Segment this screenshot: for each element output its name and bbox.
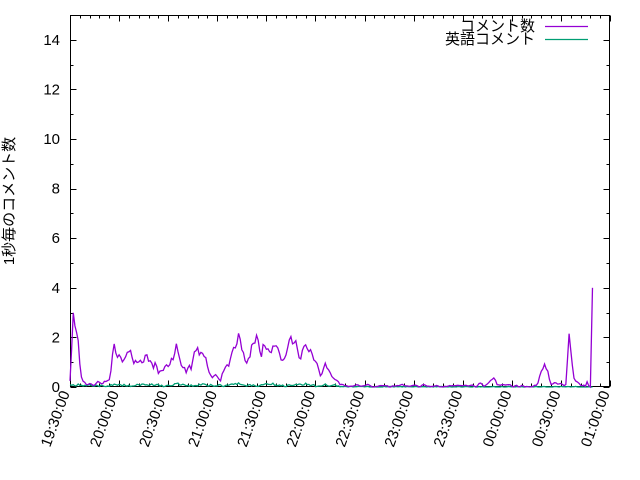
svg-text:12: 12: [43, 81, 60, 98]
svg-text:10: 10: [43, 131, 60, 148]
svg-text:4: 4: [52, 280, 60, 297]
svg-text:8: 8: [52, 181, 60, 198]
svg-text:14: 14: [43, 32, 60, 49]
svg-text:1秒毎のコメント数: 1秒毎のコメント数: [1, 137, 18, 265]
svg-text:英語コメント: 英語コメント: [445, 30, 535, 48]
svg-text:6: 6: [52, 230, 60, 247]
svg-text:2: 2: [52, 329, 60, 346]
